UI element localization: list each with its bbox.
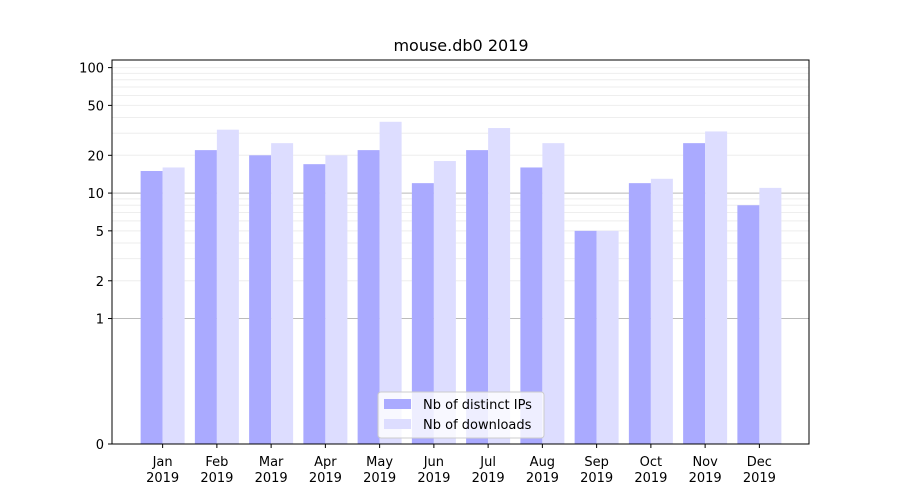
x-tick-label-year: 2019 (580, 471, 613, 486)
bar-distinct-ips (737, 205, 760, 444)
bar-downloads (650, 178, 673, 444)
bar-distinct-ips (194, 150, 217, 444)
legend-swatch (384, 399, 411, 409)
bar-distinct-ips (357, 150, 380, 444)
x-tick-label-month: Oct (640, 455, 662, 470)
bar-downloads (379, 121, 402, 445)
x-tick-label-month: Sep (584, 455, 609, 470)
axes: 0125102050100Jan2019Feb2019Mar2019Apr201… (79, 59, 810, 486)
y-tick-label: 5 (96, 225, 104, 240)
x-tick-label-month: Apr (314, 455, 337, 470)
x-tick-label-year: 2019 (309, 471, 342, 486)
x-tick-label-month: Dec (747, 455, 772, 470)
bar-distinct-ips (574, 230, 597, 444)
bar-downloads (433, 161, 456, 445)
x-tick-label-year: 2019 (743, 471, 776, 486)
x-tick-label-month: May (366, 455, 393, 470)
x-tick-label-year: 2019 (472, 471, 505, 486)
bar-distinct-ips (628, 183, 651, 444)
y-tick-label: 10 (87, 187, 104, 202)
bar-downloads (488, 128, 511, 444)
x-tick-label-month: Jul (479, 455, 496, 470)
x-tick-label-year: 2019 (689, 471, 722, 486)
y-tick-label: 2 (96, 275, 104, 290)
legend-box (377, 391, 545, 439)
bar-distinct-ips (249, 155, 272, 444)
bar-distinct-ips (466, 150, 489, 444)
x-tick-label-month: Mar (259, 455, 284, 470)
legend: Nb of distinct IPs Nb of downloads (377, 391, 545, 439)
x-tick-label-month: Jan (152, 455, 173, 470)
x-tick-label-month: Nov (692, 455, 718, 470)
bar-distinct-ips (683, 143, 706, 445)
legend-swatch (384, 419, 411, 429)
x-tick-label-year: 2019 (417, 471, 450, 486)
bar-downloads (162, 167, 185, 444)
x-tick-label-month: Feb (205, 455, 228, 470)
bar-distinct-ips (303, 164, 326, 444)
legend-label: Nb of downloads (423, 418, 532, 433)
bar-distinct-ips (140, 170, 163, 445)
bar-downloads (596, 230, 619, 444)
x-tick-label-year: 2019 (146, 471, 179, 486)
x-tick-label-month: Jun (423, 455, 444, 470)
bar-downloads (216, 129, 239, 444)
x-tick-label-year: 2019 (634, 471, 667, 486)
bar-downloads (271, 143, 294, 445)
bar-downloads (542, 143, 565, 445)
bar-distinct-ips (520, 167, 543, 444)
y-tick-label: 100 (79, 62, 104, 77)
plot-frame (111, 59, 810, 445)
bar-downloads (759, 187, 782, 444)
bar-downloads (325, 155, 348, 444)
chart-title: mouse.db0 2019 (393, 36, 528, 55)
bar-downloads (705, 131, 728, 444)
x-tick-label-year: 2019 (526, 471, 559, 486)
y-tick-label: 0 (96, 438, 104, 453)
y-tick-label: 1 (96, 313, 104, 328)
x-tick-label-month: Aug (530, 455, 555, 470)
x-tick-label-year: 2019 (200, 471, 233, 486)
y-tick-label: 50 (87, 99, 104, 114)
x-tick-label-year: 2019 (363, 471, 396, 486)
y-tick-label: 20 (87, 149, 104, 164)
x-tick-label-year: 2019 (255, 471, 288, 486)
bar-distinct-ips (411, 183, 434, 444)
bars (140, 121, 782, 445)
legend-label: Nb of distinct IPs (423, 398, 532, 413)
